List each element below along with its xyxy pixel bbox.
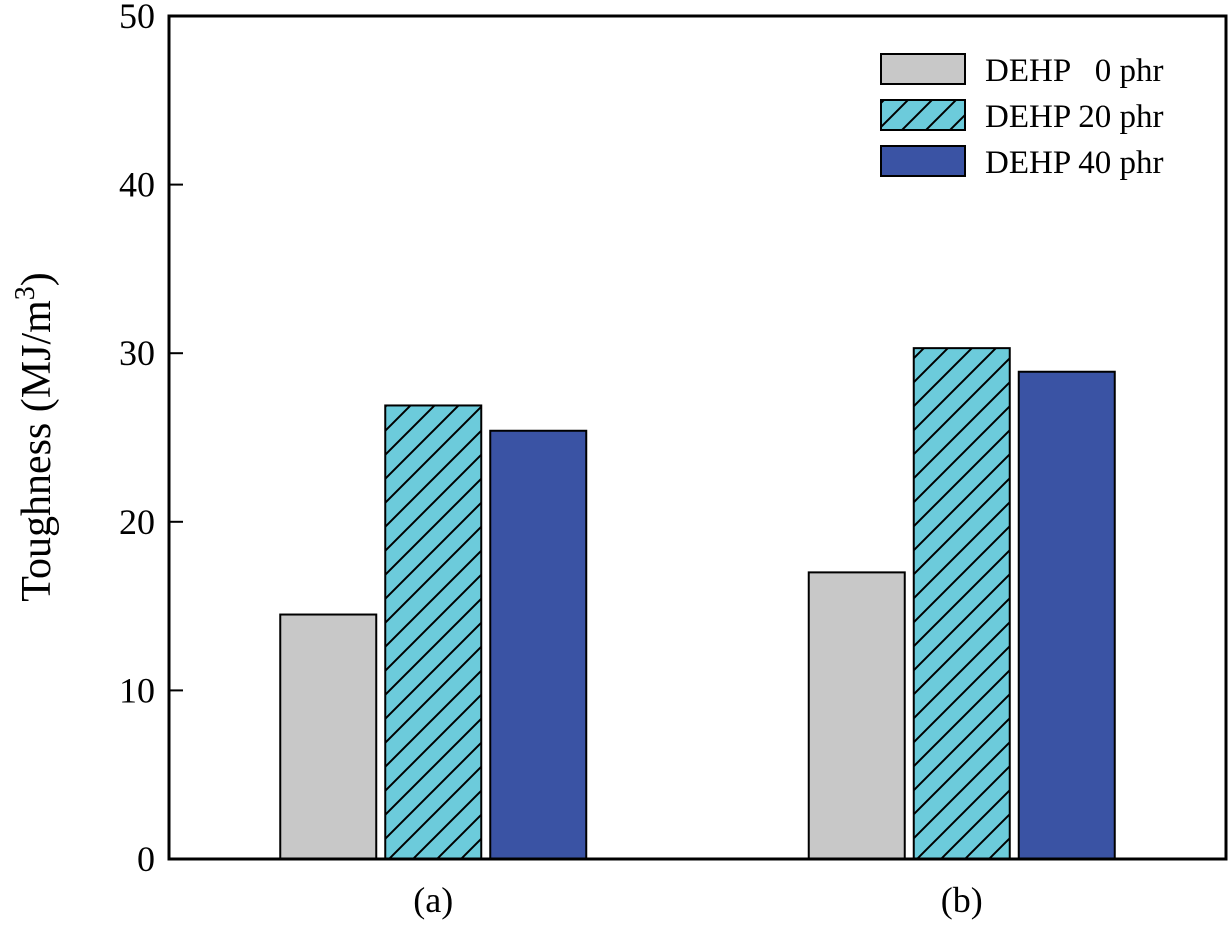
legend-label: DEHP 40 phr: [985, 145, 1163, 181]
y-tick-label: 10: [119, 670, 155, 710]
y-axis: 0 10 20 30 40 50: [119, 0, 183, 879]
bars-group: [279, 347, 1116, 861]
bar-a-series-2: [384, 404, 483, 860]
y-axis-title-superscript: 3: [10, 286, 41, 300]
bar-b-series-3: [1017, 370, 1116, 860]
x-category-label: (a): [413, 880, 453, 920]
x-category-label: (b): [941, 880, 983, 920]
bar-a-series-1: [279, 613, 378, 861]
y-tick-label: 20: [119, 502, 155, 542]
y-axis-title: Toughness (MJ/m3): [10, 272, 60, 602]
legend-label: DEHP 0 phr: [985, 53, 1163, 89]
bar-b-series-2: [912, 347, 1011, 860]
y-axis-title-suffix: ): [14, 272, 60, 286]
bar-a-series-3: [489, 429, 588, 860]
legend: DEHP 0 phr DEHP 20 phr DEHP 40 phr: [880, 53, 1163, 181]
legend-swatch: [880, 53, 966, 85]
y-tick-label: 30: [119, 333, 155, 373]
legend-swatch: [880, 145, 966, 177]
x-axis: (a) (b): [413, 880, 982, 920]
legend-label: DEHP 20 phr: [985, 99, 1163, 135]
y-tick-label: 40: [119, 165, 155, 205]
legend-swatch: [880, 99, 966, 131]
bar-b-series-1: [807, 571, 906, 860]
y-tick-label: 0: [137, 839, 155, 879]
plot-frame: [167, 14, 1228, 861]
y-tick-label: 50: [119, 0, 155, 36]
